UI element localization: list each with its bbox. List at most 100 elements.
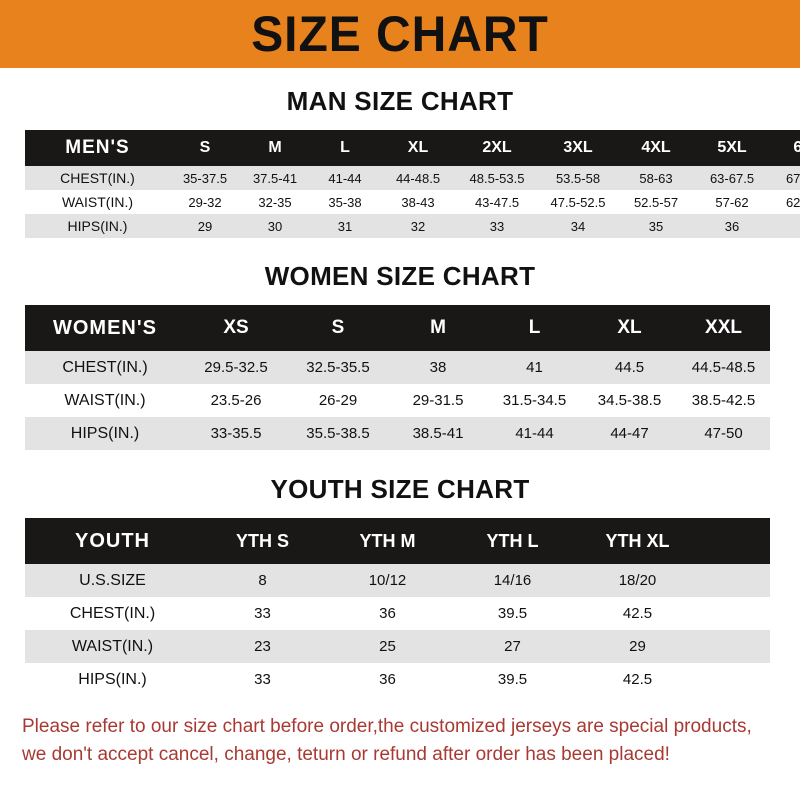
men-cell: 30 [240,214,310,238]
women-header-size: XS [185,305,287,351]
women-table-header-row: WOMEN'S XS S M L XL XXL [25,305,770,351]
men-cell: 41-44 [310,166,380,190]
youth-row-label: WAIST(IN.) [25,630,200,663]
men-cell: 35-37.5 [170,166,240,190]
page-title: SIZE CHART [251,6,549,62]
youth-cell: 33 [200,663,325,696]
women-row-label: CHEST(IN.) [25,351,185,384]
women-header-size: S [287,305,389,351]
women-size-table: WOMEN'S XS S M L XL XXL CHEST(IN.) 29.5-… [25,305,770,450]
youth-cell-spacer [700,597,770,630]
youth-header-size: YTH S [200,518,325,564]
table-row: WAIST(IN.) 23 25 27 29 [25,630,770,663]
table-row: HIPS(IN.) 33-35.5 35.5-38.5 38.5-41 41-4… [25,417,770,450]
men-cell: 34 [538,214,618,238]
women-cell: 38 [389,351,487,384]
table-row: WAIST(IN.) 29-32 32-35 35-38 38-43 43-47… [25,190,800,214]
youth-cell: 36 [325,597,450,630]
men-cell: 36 [694,214,770,238]
men-header-size: M [240,130,310,166]
women-header-size: XXL [677,305,770,351]
footer-line-2: we don't accept cancel, change, teturn o… [22,743,670,765]
table-row: WAIST(IN.) 23.5-26 26-29 29-31.5 31.5-34… [25,384,770,417]
women-row-label: HIPS(IN.) [25,417,185,450]
section-title-women: WOMEN SIZE CHART [264,261,536,291]
men-cell: 38-43 [380,190,456,214]
youth-cell: 36 [325,663,450,696]
men-header-size: XL [380,130,456,166]
men-cell: 32 [380,214,456,238]
women-cell: 34.5-38.5 [582,384,677,417]
men-cell: 43-47.5 [456,190,538,214]
men-header-size: L [310,130,380,166]
men-row-label: HIPS(IN.) [25,214,170,238]
page-banner: SIZE CHART [0,0,800,68]
men-cell: 35-38 [310,190,380,214]
men-header-size: 3XL [538,130,618,166]
men-header-size: 5XL [694,130,770,166]
men-cell: 32-35 [240,190,310,214]
women-cell: 29.5-32.5 [185,351,287,384]
table-row: CHEST(IN.) 33 36 39.5 42.5 [25,597,770,630]
youth-cell: 10/12 [325,564,450,597]
youth-cell: 14/16 [450,564,575,597]
youth-table-header-row: YOUTH YTH S YTH M YTH L YTH XL [25,518,770,564]
women-cell: 31.5-34.5 [487,384,582,417]
men-row-label: CHEST(IN.) [25,166,170,190]
men-cell: 67.5-72 [770,166,800,190]
youth-cell-spacer [700,630,770,663]
youth-cell: 25 [325,630,450,663]
women-cell: 26-29 [287,384,389,417]
women-cell: 23.5-26 [185,384,287,417]
men-cell: 29-32 [170,190,240,214]
men-cell: 37 [770,214,800,238]
youth-row-label: HIPS(IN.) [25,663,200,696]
men-cell: 63-67.5 [694,166,770,190]
table-row: HIPS(IN.) 29 30 31 32 33 34 35 36 37 [25,214,800,238]
women-cell: 38.5-42.5 [677,384,770,417]
youth-cell: 42.5 [575,663,700,696]
table-row: CHEST(IN.) 35-37.5 37.5-41 41-44 44-48.5… [25,166,800,190]
women-cell: 44.5-48.5 [677,351,770,384]
youth-header-spacer [700,518,770,564]
men-cell: 29 [170,214,240,238]
men-header-size: 2XL [456,130,538,166]
men-cell: 48.5-53.5 [456,166,538,190]
women-cell: 35.5-38.5 [287,417,389,450]
youth-cell: 8 [200,564,325,597]
women-cell: 41 [487,351,582,384]
women-row-label: WAIST(IN.) [25,384,185,417]
youth-cell: 33 [200,597,325,630]
men-cell: 58-63 [618,166,694,190]
section-man: MAN SIZE CHART MEN'S S M L XL 2XL 3XL 4X… [0,86,800,238]
women-cell: 44-47 [582,417,677,450]
men-size-table: MEN'S S M L XL 2XL 3XL 4XL 5XL 6XL CHEST… [25,130,800,238]
men-header-size: 4XL [618,130,694,166]
youth-header-size: YTH M [325,518,450,564]
section-title-man: MAN SIZE CHART [286,86,514,116]
women-cell: 38.5-41 [389,417,487,450]
youth-cell-spacer [700,663,770,696]
section-title-youth: YOUTH SIZE CHART [270,474,530,504]
men-table-header-row: MEN'S S M L XL 2XL 3XL 4XL 5XL 6XL [25,130,800,166]
men-cell: 52.5-57 [618,190,694,214]
men-cell: 62-66.5 [770,190,800,214]
youth-header-size: YTH L [450,518,575,564]
table-row: HIPS(IN.) 33 36 39.5 42.5 [25,663,770,696]
women-cell: 29-31.5 [389,384,487,417]
men-cell: 47.5-52.5 [538,190,618,214]
women-cell: 47-50 [677,417,770,450]
youth-cell: 42.5 [575,597,700,630]
men-cell: 31 [310,214,380,238]
table-row: U.S.SIZE 8 10/12 14/16 18/20 [25,564,770,597]
youth-cell: 27 [450,630,575,663]
men-cell: 53.5-58 [538,166,618,190]
footer-disclaimer: Please refer to our size chart before or… [0,713,800,768]
women-header-size: XL [582,305,677,351]
men-header-size: 6XL [770,130,800,166]
youth-cell: 39.5 [450,663,575,696]
youth-cell: 18/20 [575,564,700,597]
women-header-label: WOMEN'S [25,305,185,351]
youth-cell: 39.5 [450,597,575,630]
